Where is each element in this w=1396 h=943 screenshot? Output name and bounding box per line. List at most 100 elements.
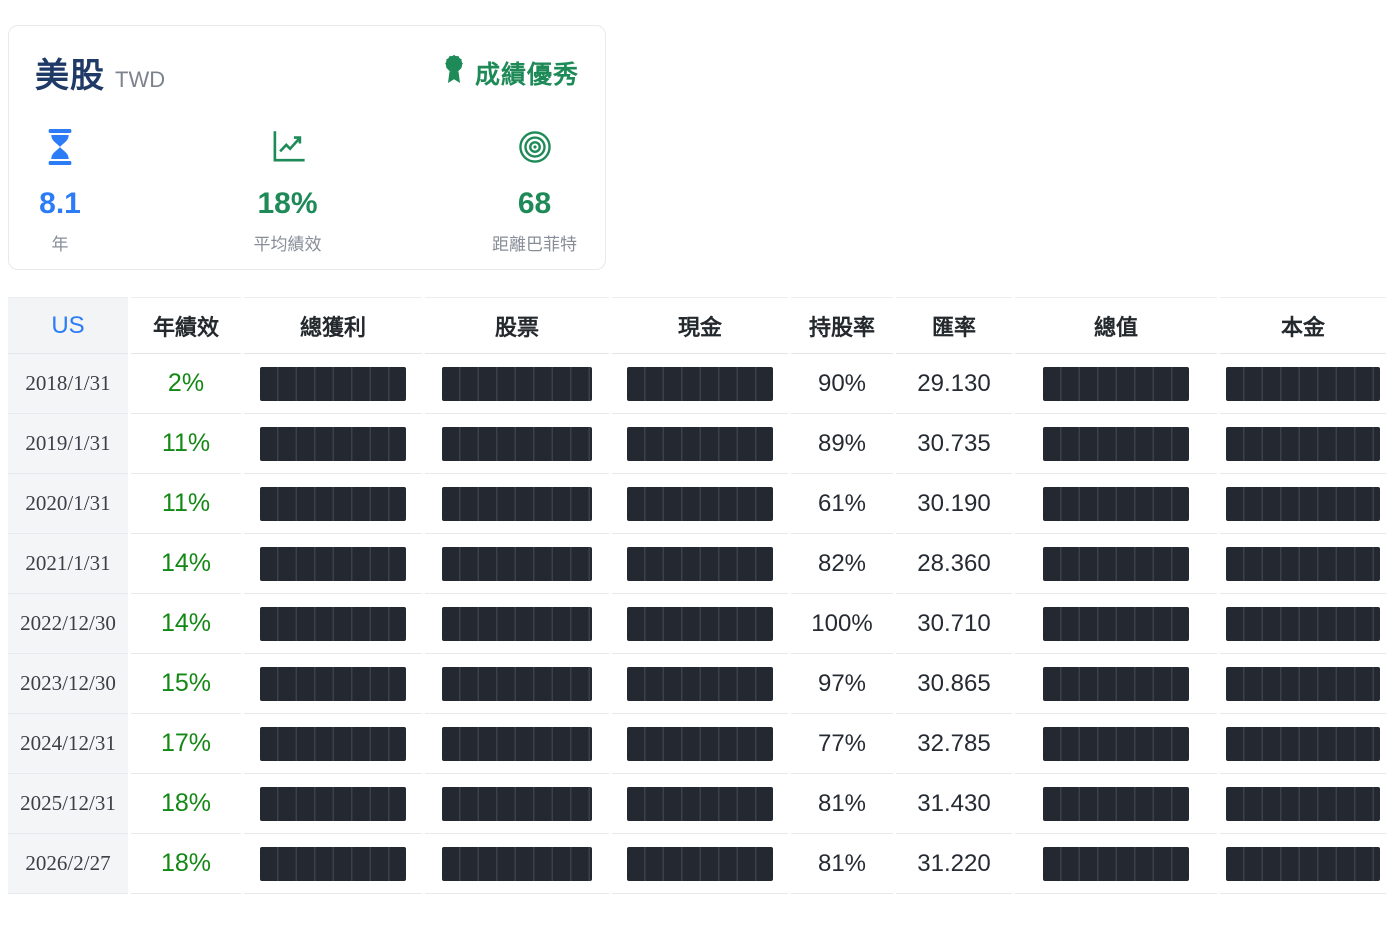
fx-rate-cell: 30.865	[896, 654, 1012, 714]
performance-table: US 年績效 總獲利 股票 現金 持股率 匯率 總值 本金 2018/1/31 …	[5, 297, 1389, 894]
cash-cell	[612, 654, 788, 714]
portfolio-summary-card: 美股 TWD 成績優秀	[8, 25, 606, 270]
stock-cell	[425, 354, 609, 414]
holding-ratio-cell: 100%	[791, 594, 893, 654]
total-value-cell	[1015, 774, 1217, 834]
total-profit-cell	[244, 534, 422, 594]
stock-cell	[425, 834, 609, 894]
redacted-bar	[1043, 786, 1189, 821]
redacted-bar	[1043, 546, 1189, 581]
principal-cell	[1220, 834, 1386, 894]
principal-cell	[1220, 714, 1386, 774]
total-value-cell	[1015, 834, 1217, 894]
col-header-principal: 本金	[1220, 297, 1386, 354]
title-group: 美股 TWD	[35, 48, 165, 97]
annual-return-cell: 14%	[131, 534, 241, 594]
trend-chart-icon	[267, 127, 309, 167]
table-row: 2021/1/31 14% 82% 28.360	[8, 534, 1386, 594]
redacted-bar	[1226, 786, 1380, 821]
total-value-cell	[1015, 474, 1217, 534]
holding-ratio-cell: 82%	[791, 534, 893, 594]
col-header-cash: 現金	[612, 297, 788, 354]
cash-cell	[612, 594, 788, 654]
date-cell: 2022/12/30	[8, 594, 128, 654]
stats-row: 8.1 年 18% 平均績效	[35, 127, 579, 255]
redacted-bar	[1226, 606, 1380, 641]
principal-cell	[1220, 414, 1386, 474]
table-row: 2024/12/31 17% 77% 32.785	[8, 714, 1386, 774]
redacted-bar	[1043, 486, 1189, 521]
date-cell: 2018/1/31	[8, 354, 128, 414]
fx-rate-cell: 29.130	[896, 354, 1012, 414]
fx-rate-cell: 31.430	[896, 774, 1012, 834]
stock-cell	[425, 594, 609, 654]
redacted-bar	[1226, 726, 1380, 761]
distance-to-buffett-value: 68	[517, 187, 552, 220]
date-cell: 2021/1/31	[8, 534, 128, 594]
redacted-bar	[1226, 846, 1380, 881]
performance-badge: 成績優秀	[442, 54, 579, 91]
annual-return-cell: 14%	[131, 594, 241, 654]
redacted-bar	[442, 366, 592, 401]
redacted-bar	[442, 546, 592, 581]
principal-cell	[1220, 654, 1386, 714]
col-header-fx-rate: 匯率	[896, 297, 1012, 354]
col-header-annual-return: 年績效	[131, 297, 241, 354]
tab-market-us[interactable]: US	[8, 297, 128, 354]
redacted-bar	[1226, 666, 1380, 701]
table-row: 2022/12/30 14% 100% 30.710	[8, 594, 1386, 654]
redacted-bar	[627, 606, 773, 641]
holding-ratio-cell: 81%	[791, 774, 893, 834]
holding-ratio-cell: 89%	[791, 414, 893, 474]
redacted-bar	[260, 486, 406, 521]
annual-return-cell: 2%	[131, 354, 241, 414]
fx-rate-cell: 30.710	[896, 594, 1012, 654]
fx-rate-cell: 30.190	[896, 474, 1012, 534]
cash-cell	[612, 774, 788, 834]
cash-cell	[612, 834, 788, 894]
cash-cell	[612, 414, 788, 474]
card-header: 美股 TWD 成績優秀	[35, 48, 579, 97]
date-cell: 2020/1/31	[8, 474, 128, 534]
total-value-cell	[1015, 414, 1217, 474]
redacted-bar	[260, 726, 406, 761]
total-value-cell	[1015, 654, 1217, 714]
redacted-bar	[627, 666, 773, 701]
annual-return-cell: 11%	[131, 474, 241, 534]
years-value: 8.1	[39, 187, 81, 220]
table-row: 2020/1/31 11% 61% 30.190	[8, 474, 1386, 534]
redacted-bar	[260, 846, 406, 881]
redacted-bar	[1043, 426, 1189, 461]
redacted-bar	[260, 426, 406, 461]
annual-return-cell: 15%	[131, 654, 241, 714]
cash-cell	[612, 714, 788, 774]
total-profit-cell	[244, 774, 422, 834]
redacted-bar	[1043, 846, 1189, 881]
medal-icon	[442, 54, 466, 91]
stock-cell	[425, 654, 609, 714]
redacted-bar	[260, 366, 406, 401]
years-label: 年	[51, 235, 69, 254]
date-cell: 2023/12/30	[8, 654, 128, 714]
redacted-bar	[1043, 726, 1189, 761]
holding-ratio-cell: 97%	[791, 654, 893, 714]
principal-cell	[1220, 534, 1386, 594]
date-cell: 2026/2/27	[8, 834, 128, 894]
redacted-bar	[627, 846, 773, 881]
redacted-bar	[627, 426, 773, 461]
redacted-bar	[627, 726, 773, 761]
stock-cell	[425, 414, 609, 474]
total-value-cell	[1015, 714, 1217, 774]
redacted-bar	[1043, 366, 1189, 401]
holding-ratio-cell: 90%	[791, 354, 893, 414]
holding-ratio-cell: 61%	[791, 474, 893, 534]
stock-cell	[425, 534, 609, 594]
table-row: 2019/1/31 11% 89% 30.735	[8, 414, 1386, 474]
table-row: 2025/12/31 18% 81% 31.430	[8, 774, 1386, 834]
average-performance-value: 18%	[257, 187, 318, 220]
portfolio-title: 美股	[35, 57, 105, 95]
table-body: 2018/1/31 2% 90% 29.130 2019/1/31 11% 89…	[8, 354, 1386, 894]
redacted-bar	[442, 726, 592, 761]
principal-cell	[1220, 594, 1386, 654]
fx-rate-cell: 28.360	[896, 534, 1012, 594]
